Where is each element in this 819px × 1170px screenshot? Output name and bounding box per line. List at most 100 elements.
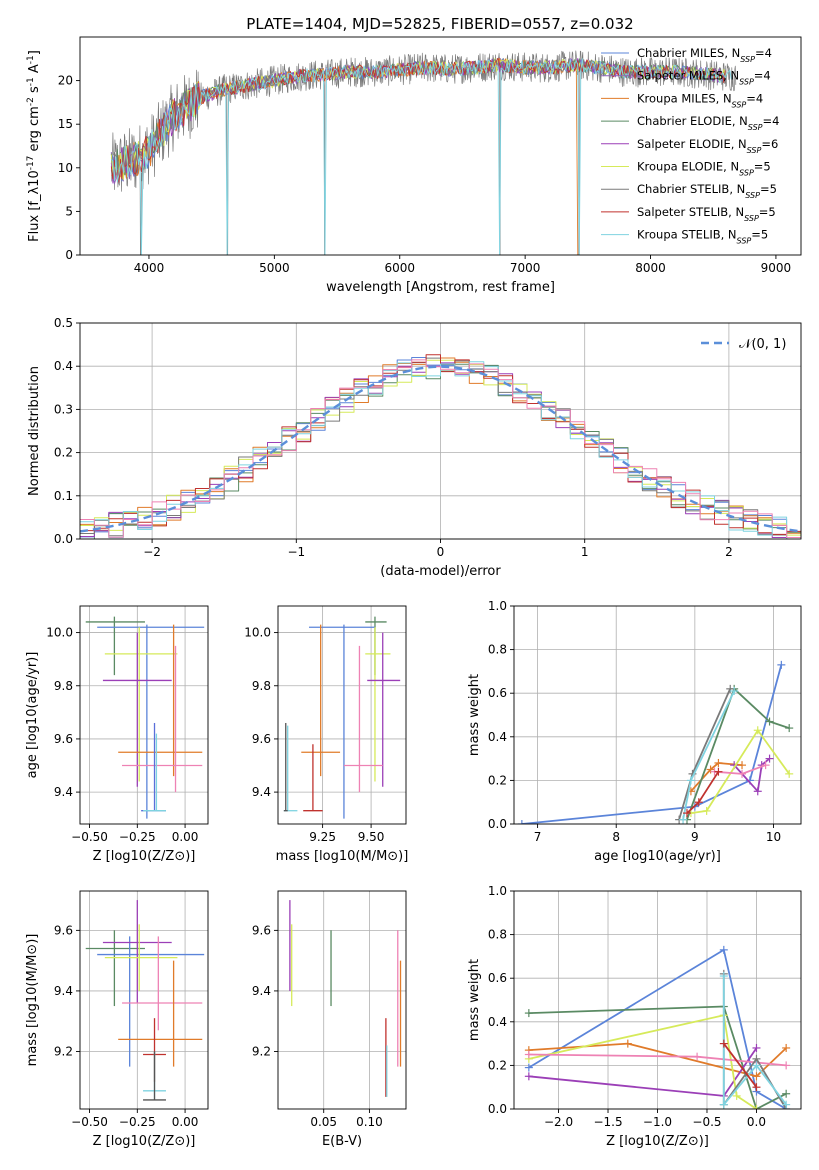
x-tick-label: −0.25 (119, 1115, 156, 1129)
x-axis-label: Z [log10(Z/Z⊙)] (93, 849, 196, 864)
legend-entry: Chabrier MILES, NSSP=4 (637, 46, 772, 64)
x-tick-label: −2.0 (544, 1115, 573, 1129)
errorbar (283, 722, 288, 812)
figure-title: PLATE=1404, MJD=52825, FIBERID=0557, z=0… (246, 15, 633, 33)
model-spectrum-6 (110, 57, 726, 182)
weight-series-1 (521, 664, 783, 824)
y-tick-label: 9.6 (252, 732, 271, 746)
x-tick-label: 5000 (259, 261, 290, 275)
y-tick-label: 0.5 (54, 316, 73, 330)
y-tick-label: 0.0 (54, 532, 73, 546)
axes-frame (277, 605, 407, 825)
x-axis-label: Z [log10(Z/Z⊙)] (606, 1134, 709, 1149)
y-tick-label: 9.8 (54, 679, 73, 693)
y-tick-label: 0.2 (54, 446, 73, 460)
x-axis-label: mass [log10(M/M⊙)] (276, 849, 409, 864)
chart-mass_vs_ebv: 0.05 0.10 9.2 9.4 9.6 E(B-V) (252, 890, 407, 1149)
legend-entry: Kroupa ELODIE, NSSP=5 (637, 160, 771, 178)
plot-area (80, 354, 801, 539)
y-tick-label: 1.0 (488, 884, 507, 898)
x-axis-label: Z [log10(Z/Z⊙)] (93, 1134, 196, 1149)
errorbar (303, 744, 323, 812)
x-tick-label: 7000 (510, 261, 541, 275)
chart-massweight_vs_age: 7 8 9 10 0.0 0.2 0.4 0.6 0.8 1.0 age [log10(age/yr… (467, 599, 802, 864)
plot-area (524, 945, 791, 1109)
errorbar (85, 616, 145, 676)
y-tick-label: 0.6 (488, 686, 507, 700)
weight-series-5 (528, 1014, 757, 1109)
y-axis-label: mass weight (467, 959, 482, 1041)
plot-area (517, 660, 794, 824)
x-tick-label: 0.00 (172, 830, 199, 844)
y-tick-label: 5 (65, 204, 73, 218)
normal-curve (80, 365, 801, 533)
x-tick-label: 10 (766, 830, 781, 844)
plot-area (283, 616, 401, 819)
y-tick-label: 10.0 (46, 626, 73, 640)
errorbar (104, 627, 178, 782)
x-tick-label: −2 (143, 545, 161, 559)
y-tick-label: 0.6 (488, 971, 507, 985)
errorbar (102, 900, 172, 1004)
y-tick-label: 9.6 (54, 923, 73, 937)
errorbar (301, 624, 341, 777)
x-tick-label: 9 (691, 830, 699, 844)
errorbar (143, 733, 166, 812)
x-axis-label: E(B-V) (322, 1134, 362, 1149)
y-axis-label: mass weight (467, 674, 482, 756)
axes-frame (79, 890, 209, 1110)
chart-age_vs_Z: −0.50 −0.25 0.00 9.4 9.6 9.8 10.0 Z [log10(Z/Z⊙… (25, 605, 209, 864)
x-tick-label: 4000 (134, 261, 165, 275)
weight-series-3 (686, 687, 790, 820)
x-tick-label: 0.00 (172, 1115, 199, 1129)
axes-frame (513, 605, 802, 825)
errorbar (122, 936, 203, 1031)
y-tick-label: 9.2 (252, 1044, 271, 1058)
y-tick-label: 0.2 (488, 1058, 507, 1072)
y-tick-label: 0.0 (488, 1102, 507, 1116)
histogram-step-7 (80, 354, 801, 535)
y-tick-label: 9.2 (54, 1044, 73, 1058)
errorbar (343, 645, 383, 793)
errorbar (102, 632, 172, 787)
plot-area (85, 900, 205, 1101)
weight-series-5 (690, 729, 790, 814)
y-tick-label: 0 (65, 248, 73, 262)
y-axis-label: mass [log10(M/M⊙)] (25, 934, 40, 1067)
panels: 4000 5000 6000 7000 8000 900005101520waveleng… (25, 36, 802, 1149)
x-tick-label: −0.5 (692, 1115, 721, 1129)
axes-frame (79, 605, 209, 825)
y-tick-label: 9.4 (54, 785, 73, 799)
chart-residual_histogram: −2 −1 0 1 2 0.0 0.1 0.2 0.3 0.4 0.5 (data-model)/er… (27, 316, 802, 579)
y-tick-label: 9.4 (54, 984, 73, 998)
y-tick-label: 15 (58, 117, 73, 131)
x-tick-label: 0.0 (747, 1115, 766, 1129)
errorbar (367, 632, 401, 787)
x-axis-label: (data-model)/error (380, 564, 501, 579)
y-axis-label: Flux [f_λ10-17 erg cm-2 s-1 A-1] (26, 50, 42, 242)
x-tick-label: 2 (725, 545, 733, 559)
histogram-step-9 (80, 359, 801, 538)
x-tick-label: −0.50 (71, 830, 108, 844)
x-tick-label: 9.50 (358, 830, 385, 844)
model-spectrum-5 (110, 58, 726, 184)
y-tick-label: 9.8 (252, 679, 271, 693)
y-tick-label: 0.8 (488, 643, 507, 657)
legend-entry: Kroupa STELIB, NSSP=5 (637, 228, 768, 246)
y-tick-label: 0.3 (54, 402, 73, 416)
chart-massweight_vs_Z: −2.0 −1.5 −1.0 −0.5 0.0 0.0 0.2 0.4 0.6 0.8 1.0 Z [… (467, 884, 802, 1149)
x-tick-label: 0.05 (310, 1115, 337, 1129)
errorbar (97, 624, 205, 819)
x-tick-label: 1 (581, 545, 589, 559)
weight-series-1 (528, 949, 787, 1109)
y-tick-label: 10.0 (244, 626, 271, 640)
y-tick-label: 10 (58, 161, 73, 175)
legend-entry: 𝒩(0, 1) (739, 337, 786, 352)
legend-entry: Salpeter MILES, NSSP=4 (637, 69, 771, 87)
x-tick-label: −0.25 (119, 830, 156, 844)
y-tick-label: 0.0 (488, 817, 507, 831)
errorbar (118, 624, 203, 777)
y-tick-label: 9.6 (54, 732, 73, 746)
plot-area (85, 616, 205, 819)
